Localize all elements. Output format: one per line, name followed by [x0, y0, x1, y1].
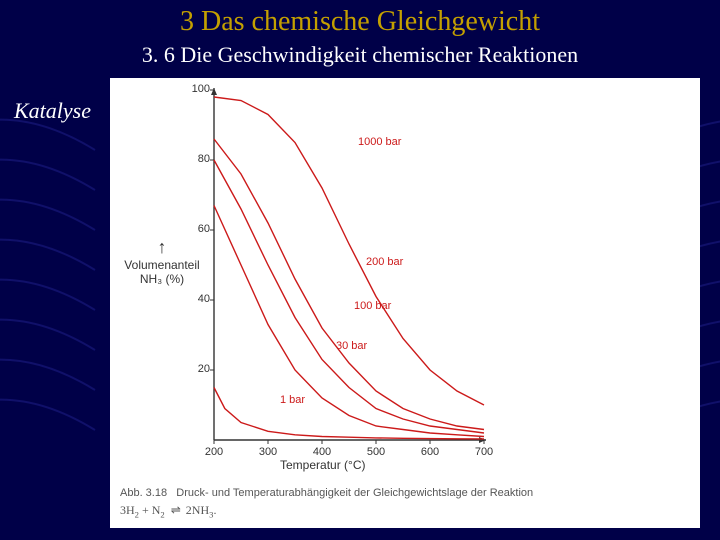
- y-tick: 80: [180, 153, 210, 165]
- y-tick: 20: [180, 363, 210, 375]
- series-label: 1000 bar: [358, 136, 401, 148]
- x-tick: 300: [259, 446, 277, 458]
- series-label: 1 bar: [280, 394, 305, 406]
- x-tick: 600: [421, 446, 439, 458]
- chart-panel: ↑ Volumenanteil NH₃ (%) Temperatur (°C) …: [110, 78, 700, 528]
- x-tick: 400: [313, 446, 331, 458]
- x-tick: 500: [367, 446, 385, 458]
- y-axis-label-line1: Volumenanteil: [124, 258, 199, 272]
- y-axis-label-line2: NH₃ (%): [140, 272, 184, 286]
- reaction-formula: 3H2 + N2 ⇌ 2NH3.: [120, 503, 216, 517]
- y-axis-label: ↑ Volumenanteil NH₃ (%): [116, 238, 208, 287]
- x-tick: 700: [475, 446, 493, 458]
- series-label: 100 bar: [354, 300, 391, 312]
- page-title: 3 Das chemische Gleichgewicht: [0, 6, 720, 38]
- slide: 3 Das chemische Gleichgewicht 3. 6 Die G…: [0, 0, 720, 540]
- caption-text: Druck- und Temperaturabhängigkeit der Gl…: [176, 487, 533, 499]
- x-tick: 200: [205, 446, 223, 458]
- series-label: 200 bar: [366, 256, 403, 268]
- page-subtitle: 3. 6 Die Geschwindigkeit chemischer Reak…: [0, 42, 720, 68]
- figure-id: Abb. 3.18: [120, 487, 167, 499]
- x-axis-label: Temperatur (°C): [280, 458, 365, 472]
- y-tick: 60: [180, 223, 210, 235]
- side-label: Katalyse: [14, 98, 91, 124]
- y-tick: 40: [180, 293, 210, 305]
- up-arrow-icon: ↑: [116, 238, 208, 256]
- figure-caption: Abb. 3.18 Druck- und Temperaturabhängigk…: [120, 486, 692, 521]
- series-label: 30 bar: [336, 340, 367, 352]
- y-tick: 100: [180, 83, 210, 95]
